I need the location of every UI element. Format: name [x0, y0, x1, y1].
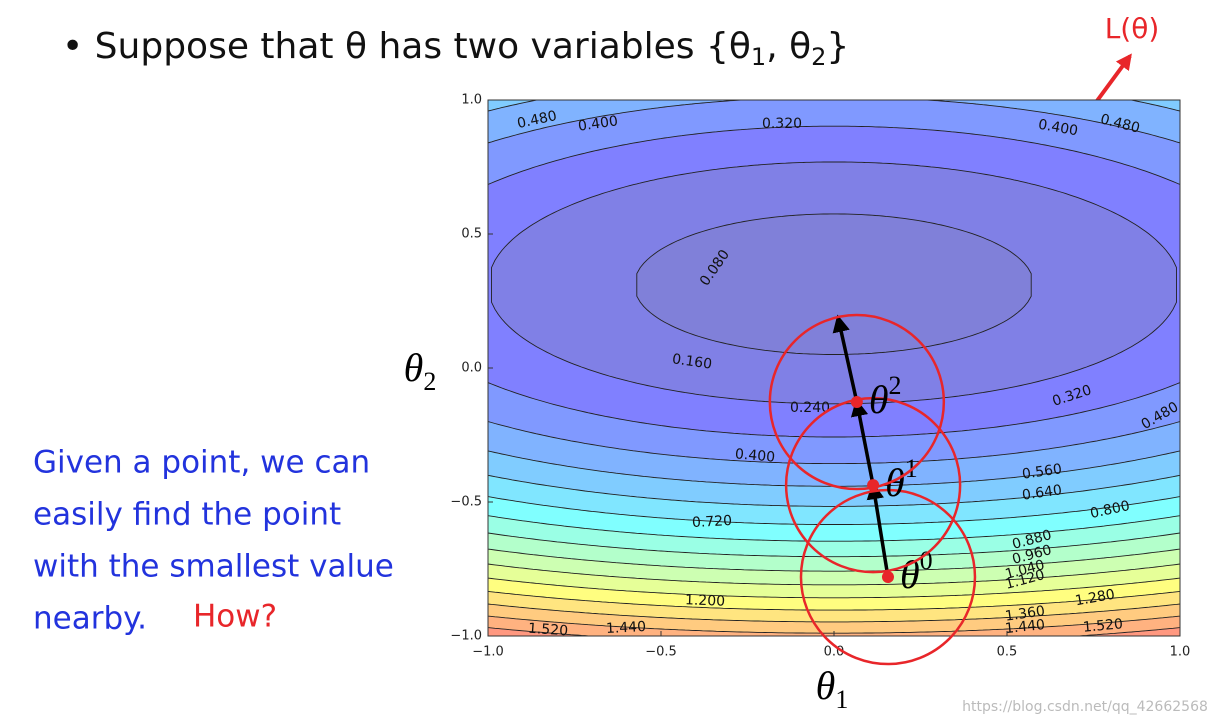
title-part: • Suppose that θ has two variables {θ — [62, 26, 751, 67]
watermark: https://blog.csdn.net/qq_42662568 — [962, 699, 1208, 715]
contour-line — [488, 496, 1180, 525]
contour-line — [488, 577, 1180, 599]
contour-line — [636, 213, 1032, 355]
y-label-symbol: θ — [404, 345, 424, 390]
contour-label: 1.360 — [1004, 603, 1046, 624]
y-tick-label: −1.0 — [450, 629, 482, 644]
step-label: θ0 — [900, 546, 933, 597]
question: How? — [193, 599, 277, 635]
contour-band — [636, 213, 1032, 355]
step-arrow — [866, 481, 890, 578]
note-line: Given a point, we can — [33, 445, 370, 481]
step-arrow — [850, 398, 875, 486]
x-tick-label: 0.5 — [997, 645, 1018, 660]
y-tick-label: 0.0 — [461, 361, 482, 376]
contour-line — [488, 474, 1180, 507]
step-symbol: θ — [869, 377, 889, 422]
y-tick-label: −0.5 — [450, 495, 482, 510]
x-label-sub: 1 — [835, 685, 848, 714]
function-label: L(θ) — [1105, 12, 1160, 45]
y-label-sub: 2 — [423, 367, 436, 396]
step-sup: 2 — [888, 371, 901, 400]
contour-label: 1.520 — [1082, 616, 1123, 635]
search-circle — [799, 488, 977, 666]
contour-line — [488, 603, 1180, 623]
contour-line — [488, 100, 1180, 465]
contour-label: 0.400 — [1037, 117, 1079, 140]
title-sub: 2 — [811, 43, 826, 71]
contour-line — [488, 515, 1180, 542]
note-line: with the smallest value — [33, 549, 394, 585]
title-part: , θ — [766, 26, 811, 67]
contour-label: 0.640 — [1021, 482, 1063, 503]
title-part: } — [826, 26, 849, 67]
contour-label: 0.720 — [692, 513, 733, 531]
step-arrow — [832, 314, 859, 403]
contour-label: 0.400 — [734, 446, 775, 465]
y-tick-label: 1.0 — [461, 93, 482, 108]
title-sub: 1 — [751, 43, 766, 71]
contour-line — [488, 615, 1180, 634]
contour-label: 1.200 — [685, 592, 726, 609]
note-line: easily find the point — [33, 497, 341, 533]
contour-label: 1.520 — [527, 621, 568, 640]
step-symbol: θ — [900, 552, 920, 597]
contour-label: 0.320 — [762, 116, 802, 132]
step-point — [850, 396, 863, 409]
x-tick-label: 1.0 — [1170, 645, 1191, 660]
contour-label: 0.560 — [1021, 461, 1063, 482]
y-axis-label: θ2 — [404, 345, 437, 396]
x-tick-label: −1.0 — [472, 645, 504, 660]
x-tick-label: −0.5 — [645, 645, 677, 660]
contour-line — [488, 125, 1180, 438]
contour-label: 0.240 — [790, 400, 830, 416]
contour-line — [491, 161, 1177, 405]
search-circle — [784, 396, 962, 574]
contour-label: 1.440 — [606, 619, 647, 637]
y-tick-label: 0.5 — [461, 227, 482, 242]
step-label: θ2 — [869, 371, 902, 422]
contour-line — [488, 548, 1180, 572]
x-label-symbol: θ — [816, 663, 836, 708]
x-axis-label: θ1 — [816, 663, 849, 714]
contour-line — [488, 100, 1180, 487]
slide-title: • Suppose that θ has two variables {θ1, … — [62, 26, 849, 71]
step-point — [881, 571, 894, 584]
contour-label: 0.160 — [671, 351, 713, 372]
step-symbol: θ — [885, 460, 905, 505]
contour-label: 0.400 — [577, 113, 619, 134]
contour-line — [488, 532, 1180, 558]
contour-line — [488, 563, 1180, 586]
contour-label: 1.440 — [1004, 617, 1046, 637]
contour-line — [488, 590, 1180, 611]
contour-label: 1.280 — [1074, 587, 1116, 610]
step-sup: 0 — [920, 546, 933, 575]
note-line: nearby. — [33, 601, 147, 637]
plot-area — [488, 100, 1180, 636]
search-circle — [768, 313, 946, 491]
